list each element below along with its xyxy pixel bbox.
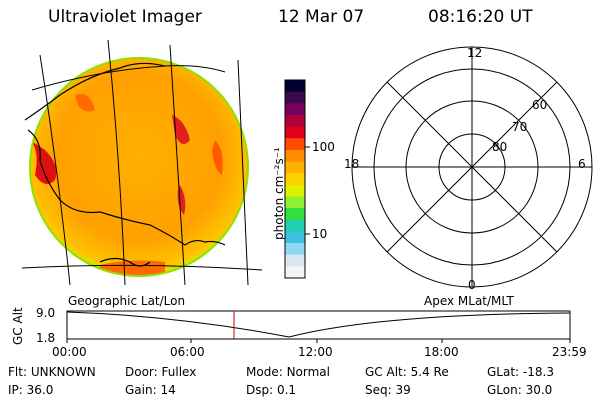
colorbar-segment <box>285 91 305 104</box>
polar-axis-diagonal <box>386 81 558 253</box>
colorbar-segment <box>285 149 305 163</box>
polar-hour-label: 18 <box>344 157 360 171</box>
emission-patch <box>31 140 57 184</box>
geographic-label: Geographic Lat/Lon <box>68 294 186 308</box>
image-title: Ultraviolet Imager <box>48 7 202 27</box>
colorbar-segment <box>285 231 305 244</box>
colorbar-segments <box>285 80 305 279</box>
colorbar-tick-label: 10 <box>312 227 328 241</box>
footer-field-gc-alt: GC Alt: 5.4 Re <box>365 365 449 379</box>
colorbar-tick-label: 100 <box>312 140 335 154</box>
apex-label: Apex MLat/MLT <box>424 294 514 308</box>
footer-field-door: Door: Fullex <box>125 365 197 379</box>
colorbar-segment <box>285 219 305 232</box>
polar-lat-label: 60 <box>532 98 548 112</box>
footer-field-dsp: Dsp: 0.1 <box>246 383 297 397</box>
colorbar-segment <box>285 266 305 279</box>
observation-time: 08:16:20 UT <box>428 7 533 27</box>
timeline-ylabel: GC Alt <box>11 307 25 345</box>
footer-field-flt: Flt: UNKNOWN <box>8 365 96 379</box>
timeline-x-ticks <box>66 339 571 343</box>
altitude-curve <box>66 311 571 338</box>
disc-body <box>31 59 247 275</box>
colorbar-segment <box>285 184 305 197</box>
timeline-x-tick: 06:00 <box>170 345 205 359</box>
colorbar-segment <box>285 80 305 93</box>
footer-field-gain: Gain: 14 <box>125 383 176 397</box>
timeline-frame <box>66 310 571 340</box>
polar-lat-label: 70 <box>512 120 528 134</box>
footer-field-ip: IP: 36.0 <box>8 383 54 397</box>
colorbar <box>284 79 310 279</box>
timeline-x-tick: 00:00 <box>52 345 87 359</box>
colorbar-segment <box>285 161 305 174</box>
colorbar-segment <box>285 103 305 116</box>
emission-patch <box>212 140 223 175</box>
colorbar-frame <box>284 79 306 279</box>
polar-hour-label: 6 <box>578 157 586 171</box>
emission-patch <box>172 115 190 144</box>
coastlines <box>24 62 226 267</box>
footer-field-glon: GLon: 30.0 <box>487 383 553 397</box>
altitude-timeline <box>66 310 571 343</box>
colorbar-segment <box>285 126 305 139</box>
footer-field-seq: Seq: 39 <box>365 383 411 397</box>
polar-hour-label: 12 <box>467 46 483 60</box>
uv-earth-image <box>21 39 263 286</box>
colorbar-segment <box>285 196 305 209</box>
timeline-y-tick: 1.8 <box>36 331 56 345</box>
observation-date: 12 Mar 07 <box>278 7 365 27</box>
colorbar-segment <box>285 138 305 151</box>
colorbar-unit-label: photon cm⁻²s⁻¹ <box>272 147 286 240</box>
timeline-x-tick: 12:00 <box>298 345 333 359</box>
colorbar-segment <box>285 243 305 256</box>
footer-field-glat: GLat: -18.3 <box>487 365 554 379</box>
footer-field-mode: Mode: Normal <box>246 365 330 379</box>
timeline-x-tick: 23:59 <box>552 345 587 359</box>
polar-plot <box>351 46 593 288</box>
polar-hour-label: 0 <box>468 278 476 292</box>
colorbar-segment <box>285 173 305 186</box>
emission-patch <box>75 94 95 112</box>
timeline-x-tick: 18:00 <box>424 345 459 359</box>
colorbar-segment <box>285 114 305 128</box>
polar-lat-label: 80 <box>492 140 508 154</box>
colorbar-segment <box>285 208 305 221</box>
timeline-y-tick: 9.0 <box>36 306 56 320</box>
colorbar-segment <box>285 254 305 267</box>
